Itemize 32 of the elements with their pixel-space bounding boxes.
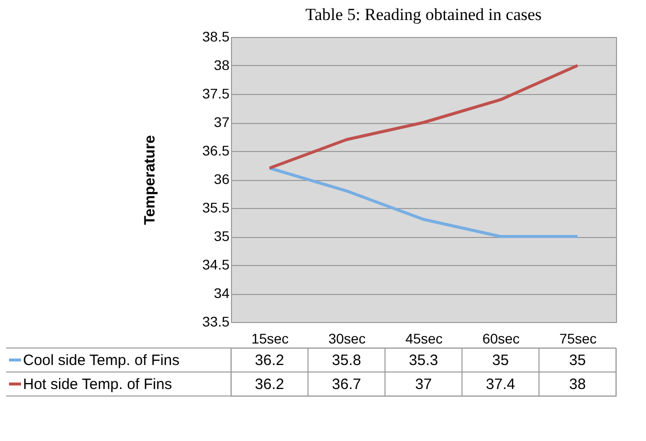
- y-tick-label: 36.5: [202, 142, 230, 158]
- data-label: 35.3: [408, 352, 438, 369]
- x-tick-label: 15sec: [251, 330, 289, 346]
- x-tick-label: 75sec: [559, 330, 597, 346]
- y-tick-label: 38: [214, 57, 230, 73]
- legend-label: Cool side Temp. of Fins: [23, 352, 180, 369]
- data-label: 35: [569, 352, 586, 369]
- data-label: 36.2: [254, 376, 284, 393]
- y-tick-label: 38.5: [202, 28, 230, 44]
- data-label: 37.4: [486, 376, 516, 393]
- data-label: 38: [569, 376, 586, 393]
- y-tick-label: 33.5: [202, 314, 230, 330]
- y-tick-label: 37.5: [202, 86, 230, 102]
- x-tick-label: 30sec: [328, 330, 366, 346]
- y-axis-title: Temperature: [141, 135, 158, 225]
- line-series: [268, 64, 579, 170]
- legend-label: Hot side Temp. of Fins: [23, 376, 172, 393]
- data-label: 37: [415, 376, 432, 393]
- y-tick-label: 34: [214, 285, 230, 301]
- x-tick-label: 60sec: [482, 330, 520, 346]
- y-tick-label: 37: [214, 114, 230, 130]
- data-label: 35: [492, 352, 509, 369]
- chart-title: Table 5: Reading obtained in cases: [305, 5, 542, 24]
- y-tick-label: 35: [214, 228, 230, 244]
- line-series: [268, 166, 579, 238]
- x-tick-label: 45sec: [405, 330, 443, 346]
- y-tick-label: 36: [214, 171, 230, 187]
- data-label: 36.7: [332, 376, 362, 393]
- y-tick-label: 35.5: [202, 200, 230, 216]
- data-label: 35.8: [332, 352, 362, 369]
- data-label: 36.2: [254, 352, 284, 369]
- y-tick-label: 34.5: [202, 256, 230, 272]
